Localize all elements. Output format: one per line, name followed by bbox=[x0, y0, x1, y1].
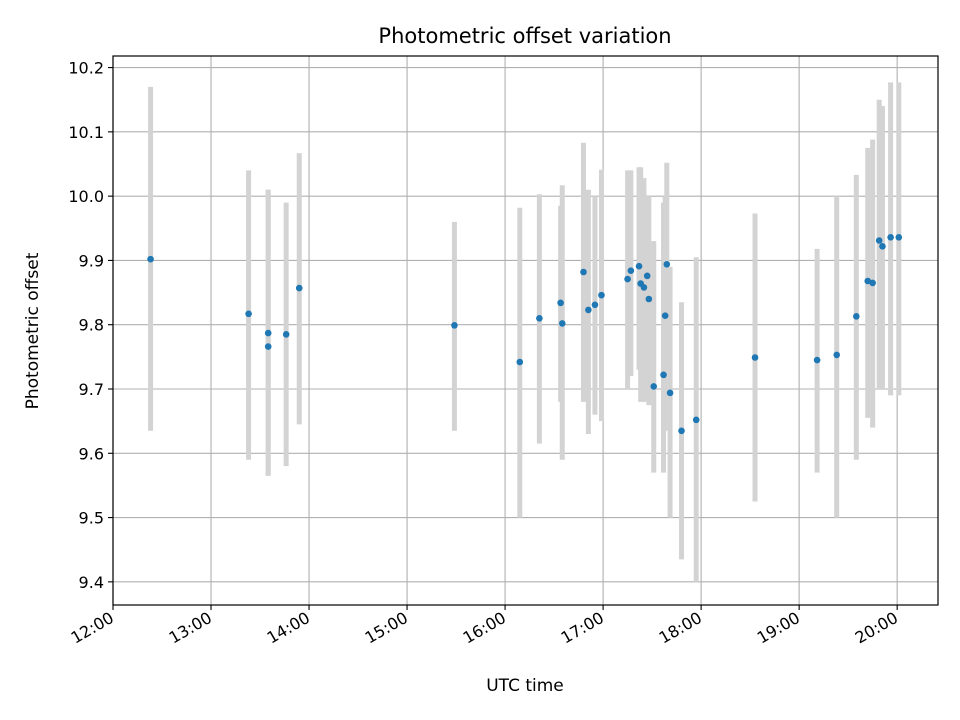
data-point bbox=[833, 351, 841, 359]
y-tick-label: 9.9 bbox=[79, 251, 104, 270]
data-point bbox=[879, 242, 886, 250]
data-point bbox=[264, 343, 272, 350]
y-axis-ticks: 9.4 9.5 9.6 9.7 9.8 9.9 10.0 10.1 10.2 bbox=[68, 59, 113, 592]
y-tick-label: 10.0 bbox=[68, 187, 104, 206]
data-point bbox=[813, 356, 821, 364]
data-point bbox=[627, 267, 635, 275]
y-tick-label: 9.6 bbox=[79, 444, 104, 463]
data-point bbox=[264, 329, 272, 337]
x-axis-label: UTC time bbox=[486, 676, 564, 696]
data-point bbox=[650, 383, 658, 390]
data-point bbox=[591, 301, 599, 309]
data-point bbox=[751, 354, 759, 361]
data-point bbox=[643, 272, 651, 280]
plot-frame bbox=[112, 55, 939, 606]
data-point bbox=[598, 291, 605, 299]
y-axis-label: Photometric offset bbox=[23, 252, 43, 409]
data-point bbox=[853, 313, 860, 320]
data-point bbox=[245, 310, 252, 318]
data-point bbox=[147, 255, 154, 263]
data-point bbox=[557, 299, 564, 307]
data-point bbox=[451, 322, 458, 329]
data-point bbox=[887, 233, 894, 241]
data-point bbox=[624, 275, 631, 283]
data-point bbox=[869, 279, 876, 287]
y-tick-label: 9.8 bbox=[79, 316, 104, 335]
data-point bbox=[678, 427, 685, 435]
y-tick-label: 9.5 bbox=[79, 509, 104, 528]
data-point bbox=[635, 262, 643, 270]
data-point bbox=[580, 268, 587, 276]
data-point bbox=[666, 389, 674, 397]
data-points bbox=[147, 233, 903, 435]
data-point bbox=[645, 295, 653, 303]
data-point bbox=[640, 284, 648, 291]
data-point bbox=[282, 331, 290, 338]
data-point bbox=[558, 320, 566, 327]
data-point bbox=[585, 306, 592, 314]
data-point bbox=[895, 233, 903, 241]
chart-title: Photometric offset variation bbox=[378, 24, 671, 48]
y-tick-label: 10.1 bbox=[68, 123, 104, 142]
y-tick-label: 9.4 bbox=[79, 573, 104, 592]
data-point bbox=[875, 237, 883, 244]
data-point bbox=[516, 358, 524, 366]
data-point bbox=[661, 312, 669, 320]
data-point bbox=[663, 260, 671, 268]
data-point bbox=[660, 371, 667, 379]
y-tick-label: 10.2 bbox=[68, 59, 104, 78]
data-point bbox=[295, 284, 303, 292]
y-tick-label: 9.7 bbox=[79, 380, 104, 399]
data-point bbox=[692, 416, 700, 424]
data-point bbox=[536, 314, 543, 322]
